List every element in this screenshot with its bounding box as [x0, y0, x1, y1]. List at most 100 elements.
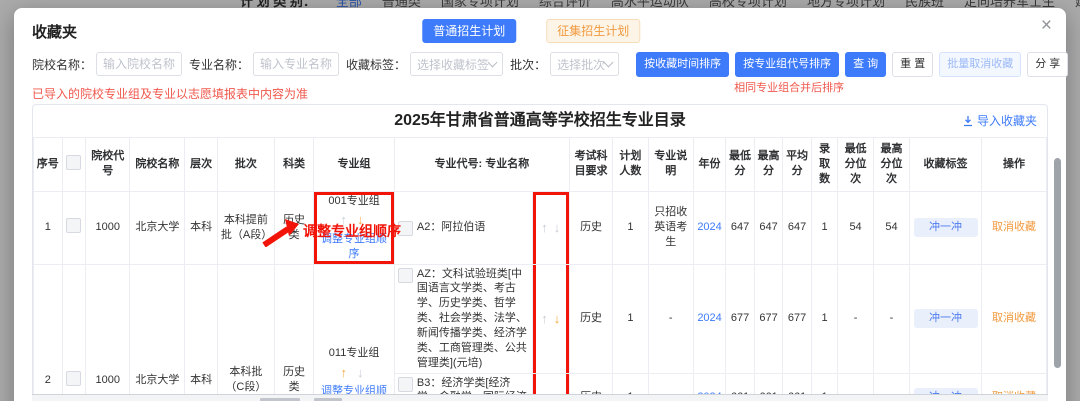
general-admission-plan-button[interactable]: 普通招生计划 — [422, 19, 517, 43]
annotation-group-order: 调整专业组顺序 — [261, 219, 401, 247]
cell-major-name: A2：阿拉伯语 — [393, 190, 533, 265]
background-nav: 计 划 类 别： 全部 普通类 国家专项计划 综合评价 高水平运动队 高校专项计… — [0, 0, 1080, 10]
header-exam-subjects: 考试科目要求 — [568, 137, 614, 192]
red-arrow-icon — [262, 219, 299, 247]
cancel-favorite-link[interactable]: 取消收藏 — [991, 221, 1036, 234]
header-favorite-tag: 收藏标签 — [909, 137, 982, 192]
cell-year: 2024 — [692, 190, 727, 265]
nav-item-all[interactable]: 全部 — [335, 0, 362, 9]
major-checkbox[interactable] — [397, 267, 413, 283]
cell-exam-subject: 历史 — [568, 263, 614, 374]
major-checkbox[interactable] — [397, 376, 413, 392]
cell-min-rank: - — [837, 263, 874, 374]
nav-item[interactable]: 定向培养军士生 — [963, 0, 1055, 9]
cell-major-name: AZ：文科试验班类[中国语言文学类、考古学、历史学类、哲学类、社会学类、法学、新… — [393, 263, 533, 374]
nav-item[interactable]: 综合评价 — [538, 0, 591, 9]
query-button[interactable]: 查 询 — [845, 51, 887, 77]
cell-min-score: 647 — [725, 190, 755, 265]
year-link[interactable]: 2024 — [697, 221, 722, 234]
major-move-up-icon[interactable]: ↑ — [541, 310, 548, 326]
year-link[interactable]: 2024 — [697, 312, 722, 325]
nav-item[interactable]: 国家专项计划 — [440, 0, 519, 9]
cell-min-score: 677 — [725, 263, 755, 374]
import-notice-text: 已导入的院校专业组及专业以志愿填报表中内容为准 — [32, 87, 309, 101]
modal-header: 收藏夹 普通招生计划 征集招生计划 × — [32, 14, 1052, 48]
cell-max-score: 677 — [753, 263, 784, 374]
cell-checkbox — [61, 263, 87, 401]
chevron-down-icon — [487, 57, 498, 68]
favorite-tag-select[interactable]: 选择收藏标签 — [410, 52, 504, 76]
adjust-group-order-link[interactable]: 调整专业组顺序 — [321, 232, 388, 260]
batch-cancel-favorite-button[interactable]: 批量取消收藏 — [939, 51, 1022, 77]
header-batch: 批次 — [216, 137, 275, 192]
major-move-down-icon[interactable]: ↓ — [553, 310, 561, 326]
clipped-cell-content — [314, 398, 342, 401]
cell-major-arrows: ↑↓ — [531, 263, 570, 374]
supplementary-admission-plan-button[interactable]: 征集招生计划 — [546, 19, 641, 43]
major-checkbox[interactable] — [397, 220, 413, 236]
sort-hint-text: 相同专业组合并后排序 — [734, 81, 845, 94]
vertical-scrollbar[interactable] — [1054, 158, 1061, 368]
batch-select[interactable]: 选择批次 — [550, 52, 620, 76]
select-all-checkbox[interactable] — [66, 154, 82, 170]
header-plan-count: 计划人数 — [612, 137, 649, 192]
school-name-input[interactable] — [96, 52, 183, 76]
table-row: 2 1000 北京大学 本科 本科批（C段） 历史类 011专业组 ↑ ↓ 调整专 — [33, 263, 1048, 401]
header-min-rank: 最低分位次 — [837, 137, 874, 192]
catalog-table: 序号 院校代号 院校名称 层次 批次 科类 专业组 专业代号: 专业名称 考试科… — [33, 137, 1048, 401]
import-favorites-link[interactable]: 导入收藏夹 — [962, 105, 1037, 137]
plan-tabs: 普通招生计划 征集招生计划 — [422, 19, 641, 43]
table-header-row: 序号 院校代号 院校名称 层次 批次 科类 专业组 专业代号: 专业名称 考试科… — [33, 137, 1048, 192]
group-move-down-icon[interactable]: ↓ — [357, 364, 368, 380]
plan-type-label: 计 划 类 别： — [240, 0, 316, 9]
cell-college-name: 北京大学 — [129, 190, 186, 265]
filter-bar: 院校名称： 专业名称： 收藏标签： 选择收藏标签 批次： 选择批次 按收藏时间排… — [32, 50, 1069, 94]
sort-by-group-code-button[interactable]: 按专业组代号排序 — [735, 51, 840, 77]
header-seq: 序号 — [33, 137, 63, 192]
group-move-up-icon[interactable]: ↑ — [340, 364, 352, 380]
cell-batch: 本科批（C段） — [216, 263, 275, 401]
download-icon — [963, 116, 972, 127]
reset-button[interactable]: 重 置 — [892, 51, 934, 77]
header-major-name: 专业代号: 专业名称 — [393, 137, 570, 192]
nav-item[interactable]: 普通类 — [381, 0, 421, 9]
nav-item[interactable]: 高水平运动队 — [610, 0, 689, 9]
row-checkbox[interactable] — [66, 218, 82, 234]
row-checkbox[interactable] — [66, 370, 82, 386]
nav-item[interactable]: 高校专项计划 — [708, 0, 787, 9]
cell-batch: 本科提前批（A段） — [216, 190, 275, 265]
cell-exam-subject: 历史 — [568, 190, 614, 265]
header-college-code: 院校代号 — [85, 137, 131, 192]
cell-major-note: - — [647, 263, 694, 374]
nav-item[interactable]: 建档立卡专项 — [1075, 0, 1080, 10]
sort-by-favorite-time-button[interactable]: 按收藏时间排序 — [636, 51, 730, 77]
nav-item[interactable]: 民族班 — [904, 0, 944, 9]
favorite-tag-badge: 冲一冲 — [913, 309, 978, 328]
cell-favorite-tag: 冲一冲 — [909, 263, 982, 374]
cell-plan-count: 1 — [612, 190, 649, 265]
cell-major-group-highlighted: 001专业组 ↑ ↓ 调整专业组顺序 — [313, 190, 395, 265]
header-major-group: 专业组 — [313, 137, 395, 192]
share-button[interactable]: 分 享 — [1027, 51, 1069, 77]
table-row: B3：经济学类[经济学、金融学、国际经济与贸易、财政学] ↑↓ 历史 1 - 2… — [34, 372, 1048, 401]
cell-max-rank: 54 — [872, 190, 911, 265]
cell-seq: 2 — [33, 263, 63, 401]
close-icon[interactable]: × — [1040, 15, 1052, 36]
favorites-modal: 收藏夹 普通招生计划 征集招生计划 × 院校名称： 专业名称： 收藏标签： 选择… — [14, 8, 1069, 401]
major-move-up-icon[interactable]: ↑ — [541, 219, 548, 235]
major-name-input[interactable] — [253, 52, 340, 76]
group-move-up-icon[interactable]: ↑ — [340, 212, 352, 228]
header-operation: 操作 — [980, 137, 1048, 192]
group-move-down-icon[interactable]: ↓ — [357, 212, 368, 228]
favorite-tag-placeholder: 选择收藏标签 — [417, 57, 490, 72]
cell-max-score: 647 — [753, 190, 784, 265]
table-title: 2025年甘肃省普通高等学校招生专业目录 — [394, 112, 686, 129]
cell-seq: 1 — [33, 190, 63, 265]
cell-plan-count: 1 — [612, 263, 649, 374]
header-admit-count: 录取数 — [810, 137, 839, 192]
major-group-name: 001专业组 — [328, 194, 380, 207]
nav-item[interactable]: 地方专项计划 — [806, 0, 885, 9]
cancel-favorite-link[interactable]: 取消收藏 — [991, 312, 1036, 325]
major-move-down-icon[interactable]: ↓ — [553, 219, 561, 235]
